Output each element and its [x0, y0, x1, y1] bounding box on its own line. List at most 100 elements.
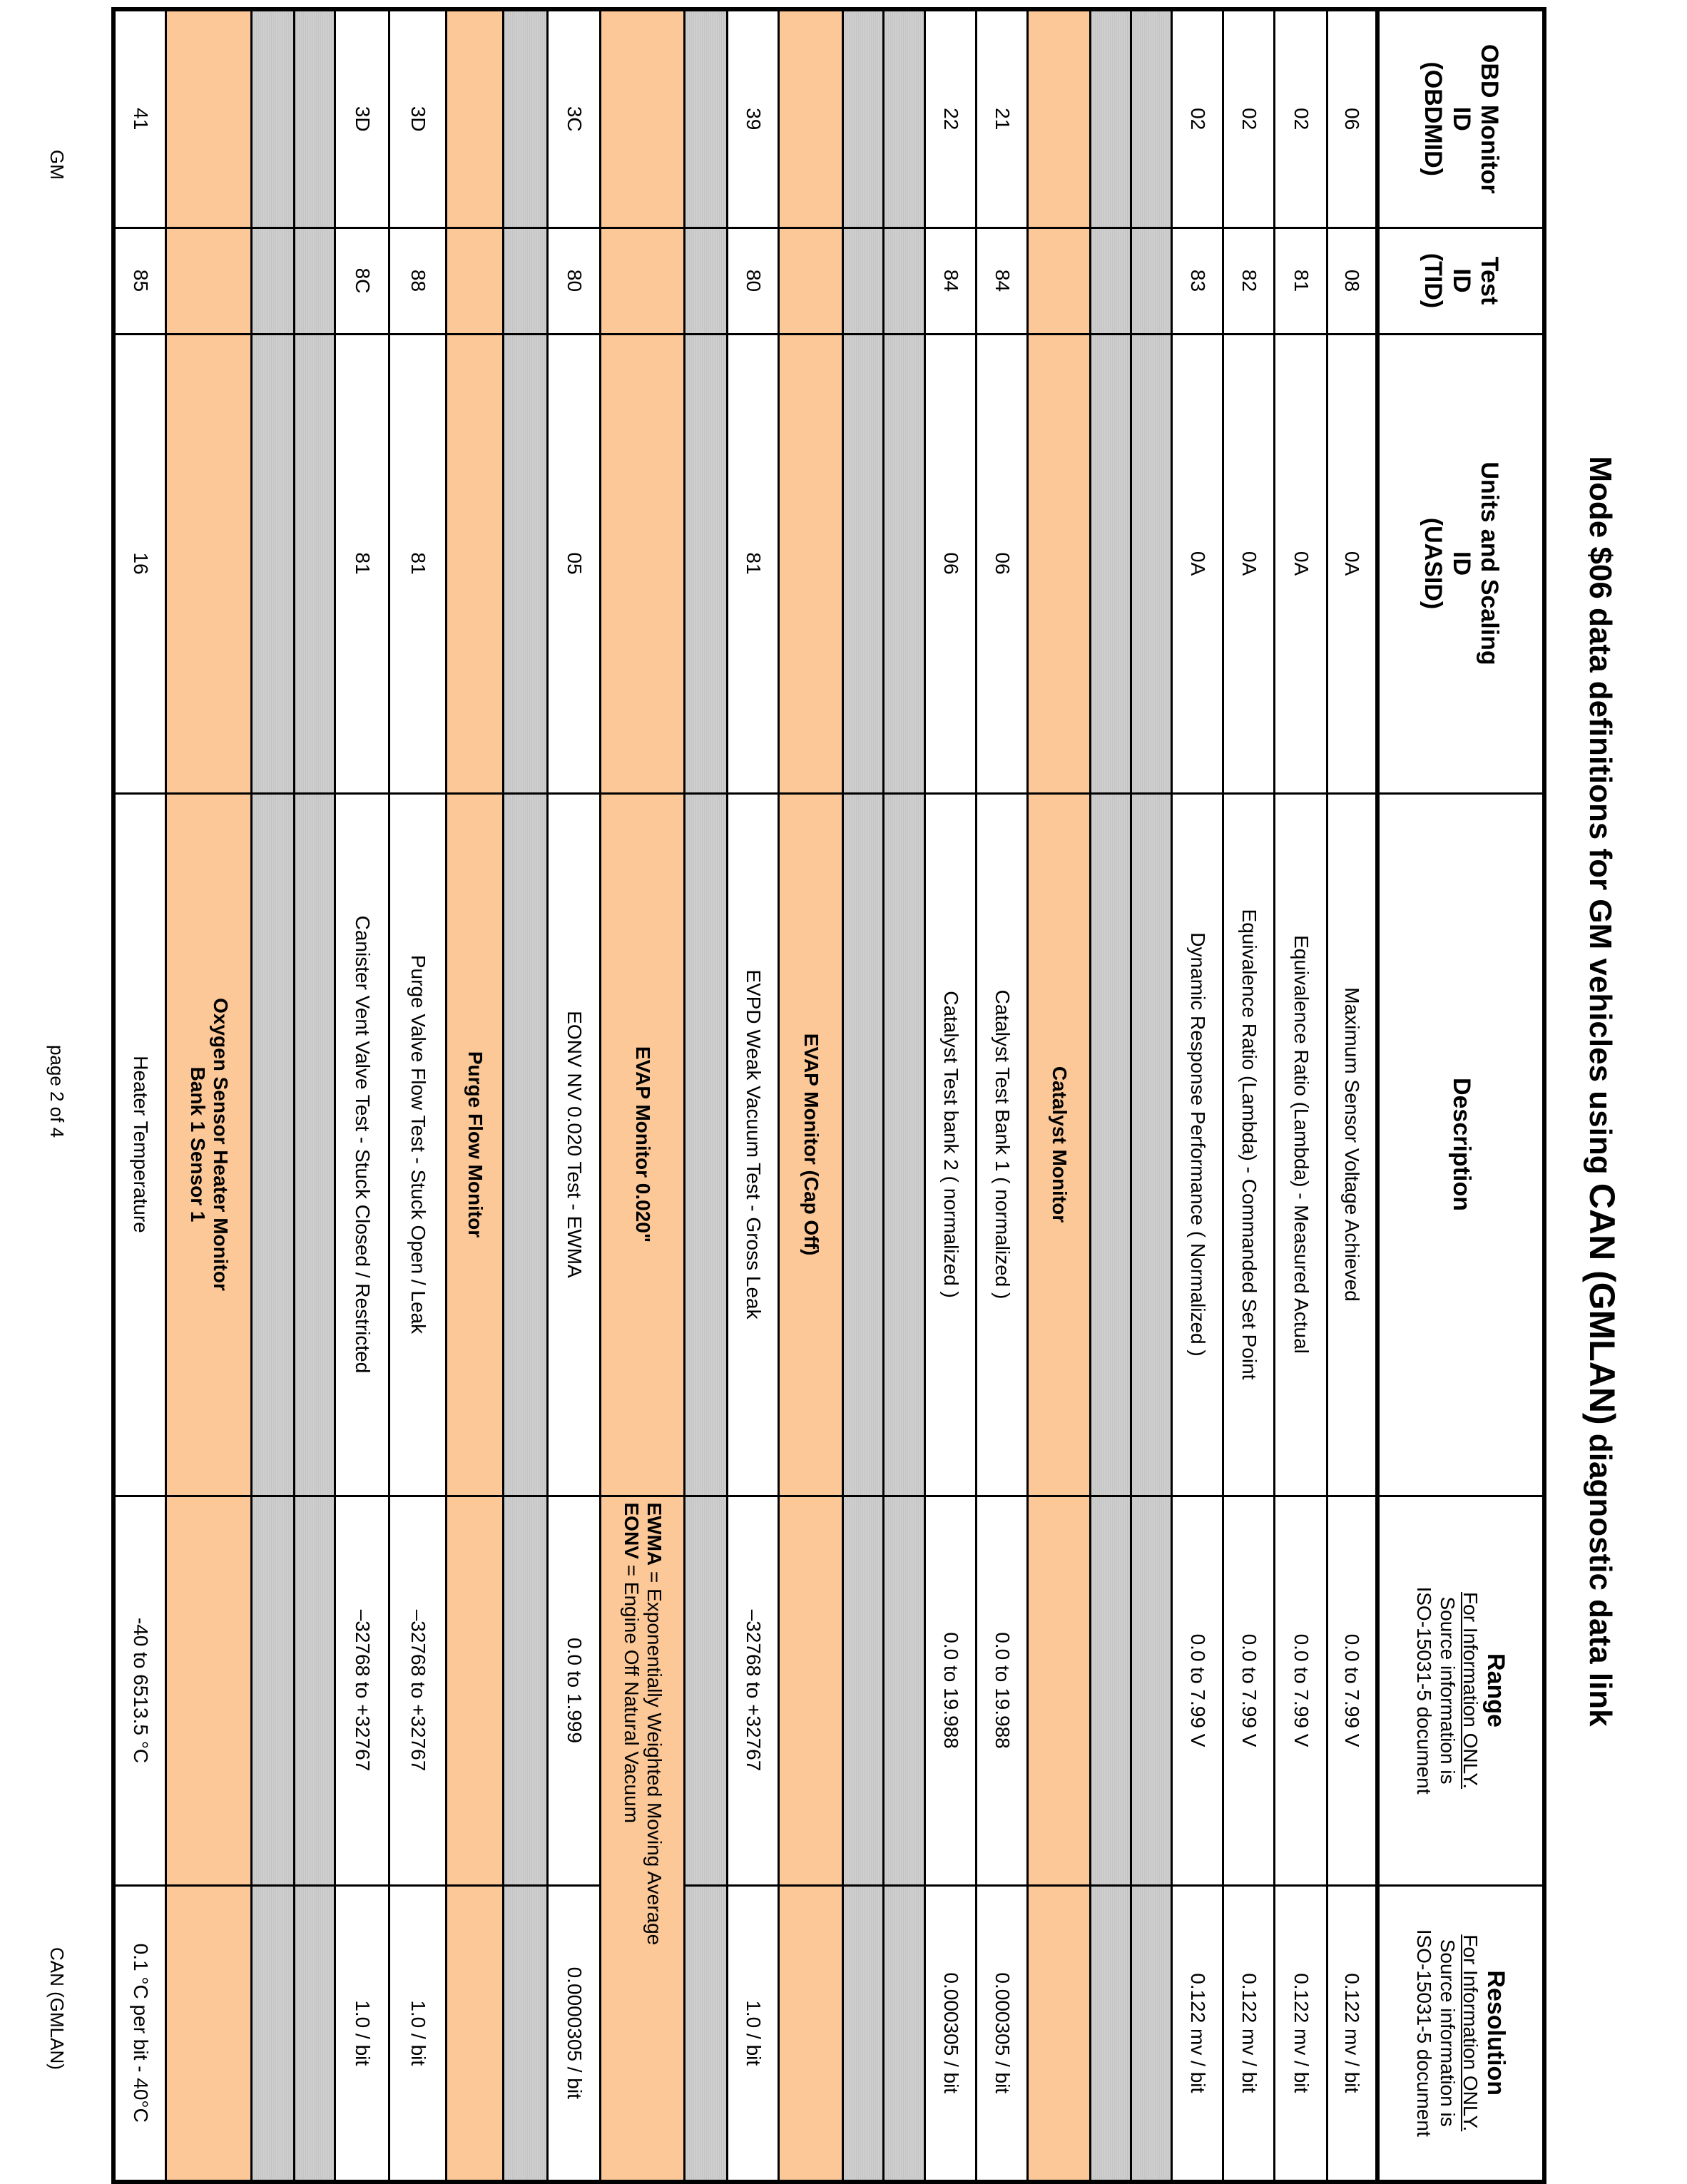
- description-cell: EVPD Weak Vacuum Test - Gross Leak: [728, 793, 779, 1496]
- section-row: EVAP Monitor 0.020" EWMA = Exponentially …: [601, 9, 685, 2182]
- range-cell: –32768 to +32767: [728, 1496, 779, 1885]
- separator-cell: [884, 1496, 925, 1885]
- uasid-cell: 0A: [1172, 334, 1223, 793]
- separator-cell: [504, 9, 548, 228]
- separator-cell: [1131, 793, 1172, 1496]
- separator-cell: [1131, 228, 1172, 334]
- section-title: EVAP Monitor 0.020": [601, 793, 685, 1496]
- header-obdmid: OBD Monitor ID (OBDMID): [1377, 9, 1544, 228]
- section-blank: [447, 9, 504, 228]
- uasid-cell: 0A: [1275, 334, 1327, 793]
- separator-cell: [504, 1496, 548, 1885]
- separator-cell: [843, 1885, 884, 2182]
- separator-cell: [295, 1885, 335, 2182]
- section-blank: [1028, 228, 1091, 334]
- description-cell: EONV NV 0.020 Test - EWMA: [548, 793, 601, 1496]
- resolution-cell: 0.000305 / bit: [977, 1885, 1028, 2182]
- resolution-cell: 1.0 / bit: [335, 1885, 389, 2182]
- uasid-cell: 05: [548, 334, 601, 793]
- tid-cell: 83: [1172, 228, 1223, 334]
- uasid-cell: 16: [113, 334, 166, 793]
- section-title-text: Oxygen Sensor Heater Monitor: [210, 998, 232, 1291]
- separator-cell: [685, 9, 728, 228]
- range-cell: 0.0 to 1.999: [548, 1496, 601, 1885]
- separator-cell: [1091, 1496, 1131, 1885]
- section-blank: [447, 228, 504, 334]
- separator-cell: [252, 9, 295, 228]
- note-abbr-eonv: EONV: [621, 1502, 643, 1559]
- section-title: Catalyst Monitor: [1028, 793, 1091, 1496]
- table-row: 3D 88 81 Purge Valve Flow Test - Stuck Open…: [389, 9, 447, 2182]
- description-cell: Heater Temperature: [113, 793, 166, 1496]
- separator-cell: [252, 228, 295, 334]
- note-def-ewma: = Exponentially Weighted Moving Average: [643, 1566, 666, 1946]
- uasid-cell: 06: [925, 334, 977, 793]
- range-cell: –32768 to +32767: [389, 1496, 447, 1885]
- table-body: 06 08 0A Maximum Sensor Voltage Achieved 0.0…: [113, 9, 1377, 2182]
- separator-cell: [685, 334, 728, 793]
- section-row: Purge Flow Monitor: [447, 9, 504, 2182]
- uasid-cell: 81: [389, 334, 447, 793]
- separator-cell: [295, 9, 335, 228]
- separator-cell: [685, 1885, 728, 2182]
- section-blank: [166, 9, 252, 228]
- description-cell: Catalyst Test Bank 1 ( normalized ): [977, 793, 1028, 1496]
- separator-row: [252, 9, 295, 2182]
- header-uasid: Units and Scaling ID (UASID): [1377, 334, 1544, 793]
- range-cell: -40 to 6513.5 °C: [113, 1496, 166, 1885]
- title-emphasis: CAN (GMLAN): [1582, 1183, 1622, 1425]
- separator-cell: [1091, 793, 1131, 1496]
- resolution-cell: 0.1 °C per bit - 40°C: [113, 1885, 166, 2182]
- tid-cell: 80: [548, 228, 601, 334]
- mode06-table: OBD Monitor ID (OBDMID) Test ID (TID) Units …: [111, 7, 1546, 2184]
- separator-cell: [1131, 1496, 1172, 1885]
- separator-cell: [843, 1496, 884, 1885]
- section-blank: [447, 334, 504, 793]
- section-blank: [779, 9, 843, 228]
- header-row: OBD Monitor ID (OBDMID) Test ID (TID) Units …: [1377, 9, 1544, 2182]
- separator-cell: [884, 9, 925, 228]
- section-blank: [166, 1496, 252, 1885]
- obdmid-cell: 3D: [335, 9, 389, 228]
- obdmid-cell: 22: [925, 9, 977, 228]
- separator-cell: [295, 793, 335, 1496]
- separator-cell: [685, 228, 728, 334]
- tid-cell: 84: [977, 228, 1028, 334]
- tid-cell: 81: [1275, 228, 1327, 334]
- table-row: 41 85 16 Heater Temperature -40 to 6513.5 °C…: [113, 9, 166, 2182]
- resolution-cell: 1.0 / bit: [389, 1885, 447, 2182]
- range-cell: 0.0 to 7.99 V: [1327, 1496, 1377, 1885]
- obdmid-cell: 02: [1275, 9, 1327, 228]
- tid-cell: 08: [1327, 228, 1377, 334]
- separator-cell: [843, 334, 884, 793]
- uasid-cell: 0A: [1223, 334, 1275, 793]
- resolution-cell: 0.122 mv / bit: [1275, 1885, 1327, 2182]
- page-title: Mode $06 data definitions for GM vehicle…: [1581, 0, 1623, 2183]
- separator-cell: [884, 793, 925, 1496]
- separator-cell: [504, 334, 548, 793]
- separator-cell: [884, 228, 925, 334]
- resolution-cell: 0.122 mv / bit: [1223, 1885, 1275, 2182]
- section-row: EVAP Monitor (Cap Off): [779, 9, 843, 2182]
- tid-cell: 85: [113, 228, 166, 334]
- section-blank: [166, 228, 252, 334]
- table-row: 02 83 0A Dynamic Response Performance ( Nor…: [1172, 9, 1223, 2182]
- separator-cell: [295, 1496, 335, 1885]
- section-blank: [1028, 1885, 1091, 2182]
- obdmid-cell: 41: [113, 9, 166, 228]
- uasid-cell: 81: [335, 334, 389, 793]
- obdmid-cell: 39: [728, 9, 779, 228]
- separator-cell: [843, 793, 884, 1496]
- section-blank: [1028, 9, 1091, 228]
- separator-row: [1091, 9, 1131, 2182]
- obdmid-cell: 02: [1172, 9, 1223, 228]
- range-cell: 0.0 to 19.988: [977, 1496, 1028, 1885]
- table-row: 21 84 06 Catalyst Test Bank 1 ( normalized …: [977, 9, 1028, 2182]
- obdmid-cell: 21: [977, 9, 1028, 228]
- tid-cell: 88: [389, 228, 447, 334]
- section-row: Oxygen Sensor Heater Monitor Bank 1 Senso…: [166, 9, 252, 2182]
- separator-row: [1131, 9, 1172, 2182]
- table-row: 3D 8C 81 Canister Vent Valve Test - Stuck C…: [335, 9, 389, 2182]
- title-suffix: diagnostic data link: [1583, 1424, 1618, 1727]
- section-blank: [447, 1496, 504, 1885]
